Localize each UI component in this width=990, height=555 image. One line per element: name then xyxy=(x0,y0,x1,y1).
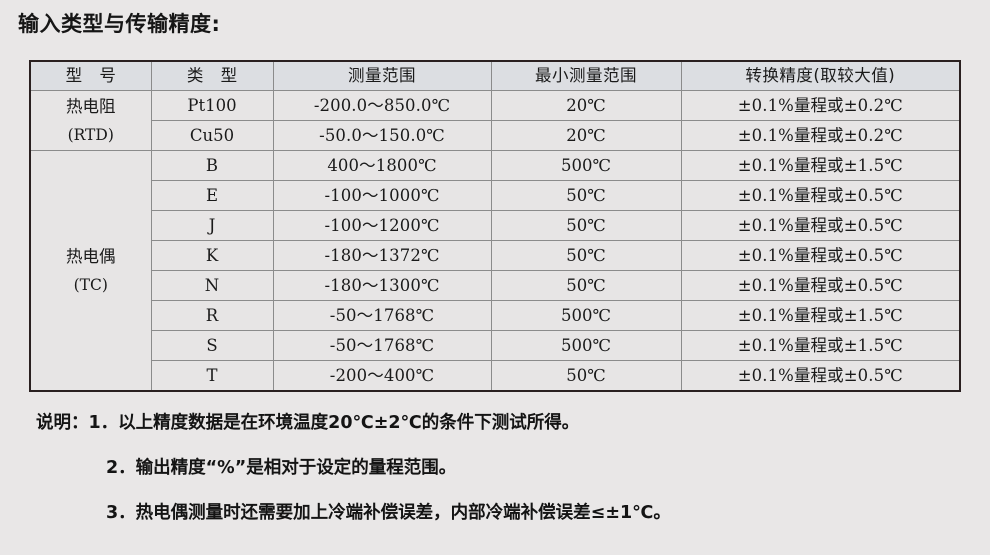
note-item-3: 3．热电偶测量时还需要加上冷端补偿误差，内部冷端补偿误差≤±1℃。 xyxy=(106,503,671,523)
notes-section: 说明：1．以上精度数据是在环境温度20℃±2℃的条件下测试所得。 2．输出精度“… xyxy=(28,408,968,529)
cell-type: N xyxy=(150,270,274,301)
group-name-cn: 热电偶 xyxy=(66,246,116,266)
cell-range: -100～1000℃ xyxy=(272,180,492,211)
cell-accuracy: ±0.1%量程或±0.5℃ xyxy=(680,210,961,241)
cell-range: -200.0～850.0℃ xyxy=(272,90,492,121)
notes-label: 说明： xyxy=(36,413,89,433)
group-name-en: (TC) xyxy=(73,275,108,294)
cell-type: B xyxy=(150,150,274,181)
note-item-2: 2．输出精度“%”是相对于设定的量程范围。 xyxy=(106,458,457,478)
table-row: J -100～1200℃ 50℃ ±0.1%量程或±0.5℃ xyxy=(30,210,961,241)
cell-type: J xyxy=(150,210,274,241)
cell-range: -100～1200℃ xyxy=(272,210,492,241)
cell-range: -50～1768℃ xyxy=(272,330,492,361)
group-name-cn: 热电阻 xyxy=(66,96,116,116)
cell-accuracy: ±0.1%量程或±0.5℃ xyxy=(680,270,961,301)
cell-min-range: 50℃ xyxy=(490,180,682,211)
input-type-accuracy-table: 型 号 类 型 测量范围 最小测量范围 转换精度(取较大值) 热电阻 (RTD)… xyxy=(29,60,961,392)
cell-accuracy: ±0.1%量程或±0.5℃ xyxy=(680,180,961,211)
cell-min-range: 20℃ xyxy=(490,90,682,121)
cell-accuracy: ±0.1%量程或±0.5℃ xyxy=(680,240,961,271)
cell-min-range: 500℃ xyxy=(490,300,682,331)
cell-range: -180～1300℃ xyxy=(272,270,492,301)
spec-table-container: 型 号 类 型 测量范围 最小测量范围 转换精度(取较大值) 热电阻 (RTD)… xyxy=(29,60,961,392)
cell-type: Cu50 xyxy=(150,120,274,151)
cell-range: -200～400℃ xyxy=(272,360,492,392)
group-cell-tc: 热电偶 (TC) xyxy=(29,150,152,392)
table-row: E -100～1000℃ 50℃ ±0.1%量程或±0.5℃ xyxy=(30,180,961,211)
cell-min-range: 500℃ xyxy=(490,330,682,361)
cell-accuracy: ±0.1%量程或±1.5℃ xyxy=(680,300,961,331)
column-header-measuring-range: 测量范围 xyxy=(272,60,492,91)
cell-min-range: 20℃ xyxy=(490,120,682,151)
cell-type: S xyxy=(150,330,274,361)
table-row: N -180～1300℃ 50℃ ±0.1%量程或±0.5℃ xyxy=(30,270,961,301)
cell-accuracy: ±0.1%量程或±0.2℃ xyxy=(680,90,961,121)
cell-min-range: 50℃ xyxy=(490,210,682,241)
column-header-conversion-accuracy: 转换精度(取较大值) xyxy=(680,60,961,91)
column-header-type: 类 型 xyxy=(150,60,274,91)
cell-range: -180～1372℃ xyxy=(272,240,492,271)
cell-min-range: 500℃ xyxy=(490,150,682,181)
table-row: 热电偶 (TC) B 400～1800℃ 500℃ ±0.1%量程或±1.5℃ xyxy=(29,150,961,392)
cell-range: -50.0～150.0℃ xyxy=(272,120,492,151)
column-header-min-measuring-range: 最小测量范围 xyxy=(490,60,682,91)
table-row: 热电阻 (RTD) Pt100 -200.0～850.0℃ 20℃ ±0.1%量… xyxy=(29,90,961,151)
page-title: 输入类型与传输精度: xyxy=(18,12,221,36)
note-item-1: 说明：1．以上精度数据是在环境温度20℃±2℃的条件下测试所得。 xyxy=(36,408,968,439)
cell-type: T xyxy=(150,360,274,392)
table-row: K -180～1372℃ 50℃ ±0.1%量程或±0.5℃ xyxy=(30,240,961,271)
cell-min-range: 50℃ xyxy=(490,360,682,392)
cell-type: Pt100 xyxy=(150,90,274,121)
column-header-model: 型 号 xyxy=(29,60,152,91)
column-header-type-label: 类 型 xyxy=(186,66,244,85)
table-row: T -200～400℃ 50℃ ±0.1%量程或±0.5℃ xyxy=(30,360,961,392)
cell-accuracy: ±0.1%量程或±1.5℃ xyxy=(680,330,961,361)
cell-type: R xyxy=(150,300,274,331)
cell-accuracy: ±0.1%量程或±0.2℃ xyxy=(680,120,961,151)
cell-min-range: 50℃ xyxy=(490,240,682,271)
table-row: S -50～1768℃ 500℃ ±0.1%量程或±1.5℃ xyxy=(30,330,961,361)
table-row: R -50～1768℃ 500℃ ±0.1%量程或±1.5℃ xyxy=(30,300,961,331)
cell-accuracy: ±0.1%量程或±1.5℃ xyxy=(680,150,961,181)
cell-accuracy: ±0.1%量程或±0.5℃ xyxy=(680,360,961,392)
table-row: Cu50 -50.0～150.0℃ 20℃ ±0.1%量程或±0.2℃ xyxy=(30,120,961,151)
cell-range: -50～1768℃ xyxy=(272,300,492,331)
cell-type: K xyxy=(150,240,274,271)
cell-type: E xyxy=(150,180,274,211)
note-item-1-text: 1．以上精度数据是在环境温度20℃±2℃的条件下测试所得。 xyxy=(88,413,580,433)
group-name-en: (RTD) xyxy=(67,125,114,144)
cell-range: 400～1800℃ xyxy=(272,150,492,181)
group-cell-rtd: 热电阻 (RTD) xyxy=(29,90,152,151)
table-header-row: 型 号 类 型 测量范围 最小测量范围 转换精度(取较大值) xyxy=(29,60,961,91)
cell-min-range: 50℃ xyxy=(490,270,682,301)
column-header-model-label: 型 号 xyxy=(65,66,122,85)
